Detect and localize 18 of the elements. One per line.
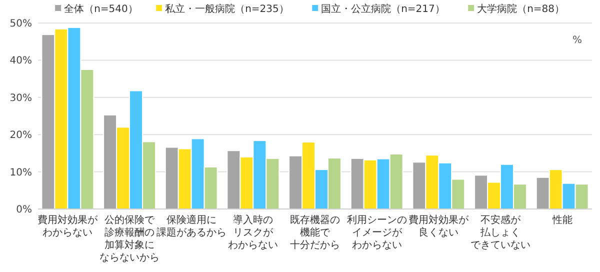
y-tick-label: 40% (10, 56, 32, 67)
y-tick-label: 10% (10, 167, 32, 178)
x-tick-label: 既存機器の機能で十分だから (290, 214, 340, 251)
x-tick-label: 性能 (551, 214, 572, 226)
x-tick-label: 費用対効果が良くない (408, 214, 470, 238)
legend-label: 私立・一般病院（n=235） (165, 3, 289, 15)
y-tick-label: 20% (10, 130, 32, 142)
y-tick-label: 50% (10, 18, 32, 30)
legend-label: 大学病院（n=88） (477, 3, 565, 15)
x-tick-label: 不安感が払しょくできていない (470, 214, 530, 251)
y-tick-label: 0% (16, 204, 32, 216)
legend-label: 国立・公立病院（n=217） (321, 3, 445, 15)
x-tick-label: 導入時のリスクがわからない (228, 214, 278, 251)
annotation: % (572, 35, 582, 46)
x-tick-label: 利用シーンのイメージがわからない (346, 214, 407, 251)
y-tick-label: 30% (10, 92, 32, 104)
legend-label: 全体（n=540） (64, 3, 138, 15)
x-tick-label: 費用対効果がわからない (38, 214, 99, 238)
